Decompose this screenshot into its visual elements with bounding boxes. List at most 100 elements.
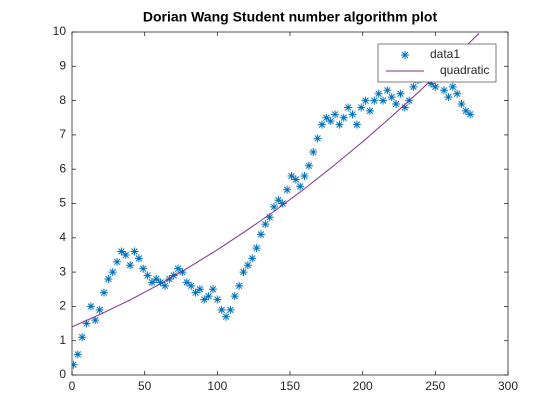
legend: data1 quadratic	[377, 43, 497, 83]
data-point	[265, 213, 274, 222]
data-point	[95, 305, 104, 314]
fit-line	[72, 33, 480, 328]
data-point	[108, 268, 117, 277]
data-point	[78, 333, 87, 342]
data-point	[117, 247, 126, 256]
data-point	[370, 96, 379, 105]
x-tick-label: 200	[353, 379, 373, 393]
data-point	[339, 113, 348, 122]
data-point	[239, 268, 248, 277]
data-point	[335, 120, 344, 129]
data-point	[344, 103, 353, 112]
data-point	[161, 281, 170, 290]
axes: 0 50 100 150 200 250 300 0 1 2 3 4 5 6 7 8 9 10	[53, 24, 519, 393]
data-point	[91, 316, 100, 325]
x-tick-label: 300	[498, 379, 518, 393]
data-point	[274, 196, 283, 205]
data-point	[283, 185, 292, 194]
data-point	[104, 274, 113, 283]
data-point	[200, 295, 209, 304]
data-point	[261, 220, 270, 229]
data-point	[178, 268, 187, 277]
data-point	[252, 244, 261, 253]
data-point	[226, 305, 235, 314]
data-point	[147, 278, 156, 287]
y-tick-label: 1	[59, 333, 66, 347]
data-point	[426, 79, 435, 88]
data-point	[304, 161, 313, 170]
data-point	[191, 288, 200, 297]
data-point	[134, 254, 143, 263]
data-point	[313, 134, 322, 143]
data-point	[466, 110, 475, 119]
y-tick-label: 9	[59, 58, 66, 72]
data-point	[379, 96, 388, 105]
data-point	[352, 120, 361, 129]
data-point	[287, 172, 296, 181]
data-point	[213, 295, 222, 304]
data-point	[348, 110, 357, 119]
data-point	[182, 278, 191, 287]
data-point	[461, 106, 470, 115]
data-point	[204, 292, 213, 301]
data-point	[296, 182, 305, 191]
data-point	[121, 250, 130, 259]
data-point	[230, 292, 239, 301]
data-point	[248, 254, 257, 263]
x-tick-label: 150	[280, 379, 300, 393]
data-point	[73, 350, 82, 359]
data-point	[152, 274, 161, 283]
y-tick-label: 4	[59, 230, 66, 244]
x-tick-label: 0	[69, 379, 76, 393]
legend-label: quadratic	[440, 63, 489, 77]
data-point	[174, 264, 183, 273]
data-point	[156, 278, 165, 287]
y-tick-label: 7	[59, 127, 66, 141]
data-point	[409, 82, 418, 91]
data-point	[270, 202, 279, 211]
data-point	[383, 86, 392, 95]
data-point	[453, 89, 462, 98]
y-tick-label: 5	[59, 196, 66, 210]
data-point	[130, 247, 139, 256]
data-point	[331, 110, 340, 119]
data-point	[309, 148, 318, 157]
y-tick-label: 2	[59, 299, 66, 313]
data-point	[113, 257, 122, 266]
x-tick-label: 250	[425, 379, 445, 393]
data-point	[143, 271, 152, 280]
data-point	[256, 230, 265, 239]
data-point	[235, 281, 244, 290]
legend-marker	[401, 51, 409, 59]
data-point	[222, 312, 231, 321]
data-point	[278, 199, 287, 208]
data-point	[82, 319, 91, 328]
data-point	[357, 103, 366, 112]
data-point	[400, 103, 409, 112]
data-point	[392, 100, 401, 109]
data-point	[365, 106, 374, 115]
x-tick-label: 50	[138, 379, 152, 393]
chart-title: Dorian Wang Student number algorithm plo…	[143, 9, 438, 25]
data-point	[208, 285, 217, 294]
data-point	[300, 172, 309, 181]
y-tick-label: 10	[53, 24, 67, 38]
data-point	[361, 96, 370, 105]
legend-box	[377, 43, 497, 83]
data-point	[444, 93, 453, 102]
data-point	[387, 93, 396, 102]
x-tick-label: 100	[207, 379, 227, 393]
data-point	[396, 89, 405, 98]
plot	[72, 33, 480, 369]
data-point	[374, 89, 383, 98]
legend-label: data1	[430, 47, 460, 61]
y-tick-label: 3	[59, 264, 66, 278]
data-point	[187, 281, 196, 290]
data-point	[139, 264, 148, 273]
plot-area	[71, 31, 509, 376]
data-point	[217, 305, 226, 314]
y-tick-label: 0	[59, 367, 66, 381]
data-point	[440, 86, 449, 95]
